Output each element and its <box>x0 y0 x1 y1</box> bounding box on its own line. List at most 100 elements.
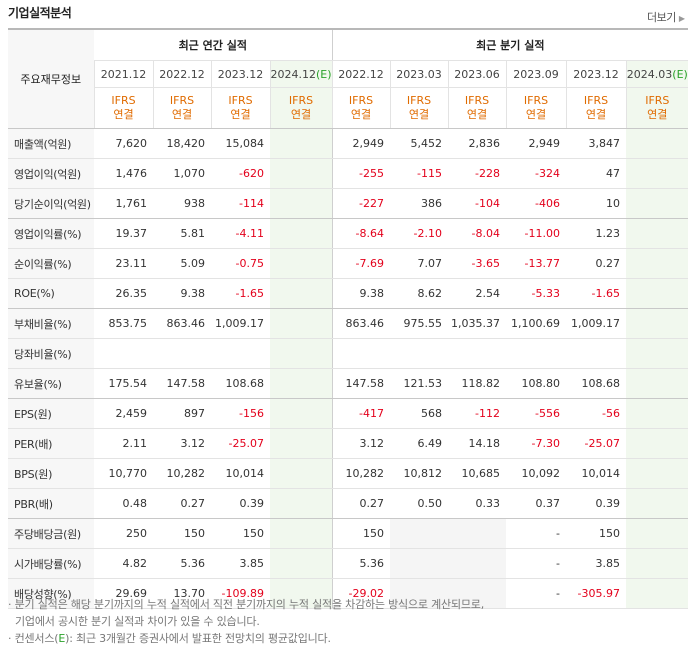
table-cell: 0.27 <box>331 488 391 519</box>
table-cell: -109.89 <box>211 578 270 609</box>
table-cell: 5,452 <box>390 128 449 159</box>
table-cell <box>270 128 333 159</box>
table-cell: 2,459 <box>94 398 153 429</box>
table-cell: 14.18 <box>448 428 507 459</box>
table-cell: 108.68 <box>211 368 270 399</box>
table-cell <box>448 578 507 609</box>
period-header: 2023.12 <box>565 60 627 88</box>
table-cell <box>626 398 689 429</box>
row-label: PBR(배) <box>8 488 94 519</box>
quarter-group-header: 최근 분기 실적 <box>331 28 689 61</box>
row-label: 주당배당금(원) <box>8 518 94 549</box>
table-cell <box>626 458 689 489</box>
row-label: EPS(원) <box>8 398 94 429</box>
table-cell <box>270 518 333 549</box>
table-row: EPS(원) 2,459 897 -156 -417 568 -112 -556 -56 <box>8 398 689 429</box>
table-cell: 121.53 <box>390 368 449 399</box>
table-row: 매출액(억원) 7,620 18,420 15,084 2,949 5,452 2,836 2… <box>8 128 689 159</box>
corner-header: 주요재무정보 <box>8 28 94 129</box>
table-cell <box>626 338 689 369</box>
table-cell <box>626 488 689 519</box>
table-cell: 0.48 <box>94 488 153 519</box>
table-cell <box>626 518 689 549</box>
table-cell: 2,836 <box>448 128 507 159</box>
table-cell: 2.54 <box>448 278 507 309</box>
table-cell: -3.65 <box>448 248 507 279</box>
table-cell: 2.11 <box>94 428 153 459</box>
table-cell <box>270 188 333 219</box>
table-cell <box>270 488 333 519</box>
table-cell: 3,847 <box>566 128 627 159</box>
table-cell: 0.39 <box>566 488 627 519</box>
table-cell: -556 <box>506 398 567 429</box>
table-cell: 1,035.37 <box>448 308 507 339</box>
table-cell: 3.12 <box>331 428 391 459</box>
table-cell: -25.07 <box>566 428 627 459</box>
row-label: 당좌비율(%) <box>8 338 94 369</box>
table-cell: 863.46 <box>153 308 211 339</box>
period-header: 2024.12(E) <box>269 60 333 88</box>
section-title: 기업실적분석 <box>8 6 72 20</box>
table-row: 순이익률(%) 23.11 5.09 -0.75 -7.69 7.07 -3.65 -13.7… <box>8 248 689 279</box>
period-header: 2023.03 <box>389 60 449 88</box>
table-cell <box>626 428 689 459</box>
table-cell: -114 <box>211 188 270 219</box>
row-label: 시가배당률(%) <box>8 548 94 579</box>
table-cell <box>626 158 689 189</box>
table-cell <box>270 218 333 249</box>
table-cell: 5.81 <box>153 218 211 249</box>
more-link[interactable]: 더보기 ▶ <box>647 9 685 25</box>
table-cell: 5.36 <box>153 548 211 579</box>
table-cell: -56 <box>566 398 627 429</box>
table-cell: -5.33 <box>506 278 567 309</box>
basis-header: IFRS 연결 <box>269 87 333 129</box>
table-cell: -228 <box>448 158 507 189</box>
table-cell <box>270 398 333 429</box>
table-cell: 9.38 <box>153 278 211 309</box>
table-cell: 10,770 <box>94 458 153 489</box>
table-cell: 6.49 <box>390 428 449 459</box>
period-header: 2023.06 <box>447 60 507 88</box>
more-label: 더보기 <box>647 11 676 24</box>
basis-header: IFRS 연결 <box>331 87 391 129</box>
table-cell <box>626 578 689 609</box>
basis-header: IFRS 연결 <box>389 87 449 129</box>
table-cell: 0.27 <box>566 248 627 279</box>
period-header: 2024.03(E) <box>625 60 689 88</box>
basis-header: IFRS 연결 <box>152 87 211 129</box>
table-cell <box>506 338 567 369</box>
table-cell: 2,949 <box>331 128 391 159</box>
table-cell <box>448 338 507 369</box>
table-cell: 150 <box>211 518 270 549</box>
table-cell <box>626 128 689 159</box>
table-cell: 2,949 <box>506 128 567 159</box>
table-cell: -115 <box>390 158 449 189</box>
table-cell: 863.46 <box>331 308 391 339</box>
table-cell: 1.23 <box>566 218 627 249</box>
table-cell: -1.65 <box>211 278 270 309</box>
table-cell: 10,092 <box>506 458 567 489</box>
row-label: 순이익률(%) <box>8 248 94 279</box>
table-cell: -7.30 <box>506 428 567 459</box>
table-cell: 10,014 <box>211 458 270 489</box>
table-cell: 13.70 <box>153 578 211 609</box>
table-cell: 15,084 <box>211 128 270 159</box>
table-cell: - <box>506 578 567 609</box>
table-cell: 10 <box>566 188 627 219</box>
row-label: ROE(%) <box>8 278 94 309</box>
table-cell: -620 <box>211 158 270 189</box>
table-cell: 0.37 <box>506 488 567 519</box>
table-cell: -29.02 <box>331 578 391 609</box>
table-cell: 5.09 <box>153 248 211 279</box>
table-row: 당기순이익(억원) 1,761 938 -114 -227 386 -104 -406 10 <box>8 188 689 219</box>
table-cell <box>270 578 333 609</box>
table-cell: -8.64 <box>331 218 391 249</box>
table-cell: 150 <box>331 518 391 549</box>
table-cell <box>566 338 627 369</box>
table-row: 영업이익률(%) 19.37 5.81 -4.11 -8.64 -2.10 -8.04 -11… <box>8 218 689 249</box>
table-cell: -305.97 <box>566 578 627 609</box>
table-cell: 7.07 <box>390 248 449 279</box>
table-cell: -112 <box>448 398 507 429</box>
table-cell: 147.58 <box>331 368 391 399</box>
table-cell <box>270 458 333 489</box>
